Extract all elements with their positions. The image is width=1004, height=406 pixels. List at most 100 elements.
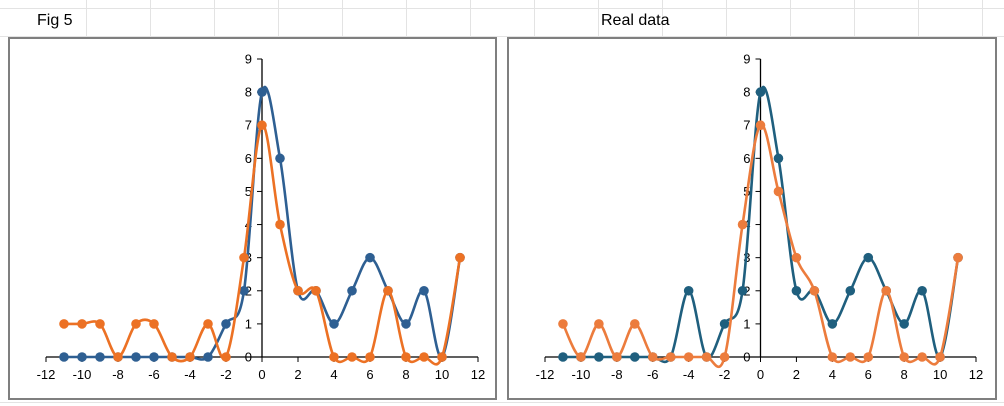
series-0-point — [401, 319, 411, 329]
series-0-point — [59, 352, 69, 362]
series-0-point — [275, 153, 285, 164]
series-0-point — [77, 352, 87, 362]
series-1-point — [365, 352, 375, 362]
series-1-point — [809, 285, 820, 296]
series-1-point — [167, 352, 177, 362]
y-tick-label: 0 — [743, 350, 750, 365]
x-tick-label: -10 — [572, 367, 591, 382]
series-1-point — [113, 352, 123, 362]
series-1-point — [185, 352, 195, 362]
series-0-point — [755, 87, 766, 97]
x-tick-label: 12 — [969, 367, 983, 382]
series-0-point — [239, 285, 249, 296]
series-1-point — [665, 352, 676, 362]
series-1-point — [576, 352, 586, 362]
series-0-point — [95, 352, 105, 362]
series-1-point — [311, 285, 321, 296]
series-1-point — [773, 186, 784, 197]
series-1-point — [401, 352, 411, 362]
series-1-point — [419, 352, 429, 362]
series-1-point — [257, 120, 267, 131]
x-tick-label: 10 — [933, 367, 947, 382]
chart-real-data[interactable]: -12-10-8-6-4-20246810120123456789 — [507, 37, 997, 400]
x-tick-label: -12 — [536, 367, 555, 382]
x-tick-label: 2 — [793, 367, 800, 382]
series-1-point — [203, 319, 213, 329]
y-tick-label: 8 — [743, 85, 750, 100]
series-1-point — [239, 252, 249, 263]
series-0-point — [863, 252, 874, 263]
chart-fig5-plot: -12-10-8-6-4-20246810120123456789 — [37, 52, 486, 383]
series-1-point — [437, 352, 447, 362]
series-1-point — [383, 285, 393, 296]
series-0-point — [257, 87, 267, 97]
series-0-point — [791, 285, 802, 296]
y-tick-label: 7 — [245, 118, 252, 133]
series-0-point — [629, 352, 640, 362]
series-0-point — [683, 285, 694, 296]
x-tick-label: 12 — [471, 367, 485, 382]
series-1-point — [275, 219, 285, 230]
x-tick-label: -6 — [148, 367, 160, 382]
series-1-point — [558, 319, 568, 329]
x-tick-label: 0 — [258, 367, 265, 382]
series-0-point — [419, 285, 429, 296]
series-1-point — [455, 252, 465, 263]
y-tick-label: 1 — [743, 316, 750, 331]
series-1-point — [863, 352, 874, 362]
x-tick-label: -6 — [647, 367, 659, 382]
x-tick-label: 0 — [757, 367, 764, 382]
series-1-point — [95, 319, 105, 329]
series-0-point — [845, 285, 856, 296]
y-tick-label: 0 — [245, 350, 252, 365]
series-0-point — [221, 319, 231, 329]
x-tick-label: -8 — [112, 367, 124, 382]
series-0-point — [203, 352, 213, 362]
series-1-point — [647, 352, 658, 362]
series-0-point — [827, 319, 838, 329]
x-tick-label: -12 — [37, 367, 56, 382]
series-1-point — [149, 319, 159, 329]
chart-real-data-plot: -12-10-8-6-4-20246810120123456789 — [536, 52, 984, 383]
series-1-point — [917, 352, 927, 362]
series-1-point — [935, 352, 945, 362]
y-tick-label: 6 — [245, 151, 252, 166]
x-tick-label: 4 — [829, 367, 836, 382]
cell-label-fig5[interactable]: Fig 5 — [37, 12, 73, 29]
x-tick-label: 4 — [330, 367, 337, 382]
x-tick-label: 2 — [294, 367, 301, 382]
x-tick-label: 8 — [901, 367, 908, 382]
chart-fig5[interactable]: -12-10-8-6-4-20246810120123456789 — [8, 37, 497, 400]
y-tick-label: 1 — [245, 316, 252, 331]
y-tick-label: 9 — [245, 52, 252, 67]
series-1-point — [329, 352, 339, 362]
series-1-point — [59, 319, 69, 329]
y-tick-label: 6 — [743, 151, 750, 166]
y-tick-label: 7 — [743, 118, 750, 133]
y-tick-label: 8 — [245, 85, 252, 100]
x-tick-label: -4 — [184, 367, 196, 382]
series-0-point — [594, 352, 604, 362]
x-tick-label: -8 — [611, 367, 623, 382]
x-tick-label: 6 — [366, 367, 373, 382]
series-0-point — [149, 352, 159, 362]
series-1-point — [827, 352, 838, 362]
series-1-point — [953, 252, 963, 263]
series-1-point — [293, 285, 303, 296]
cell-label-real-data[interactable]: Real data — [601, 12, 670, 29]
series-1-point — [612, 352, 622, 362]
x-tick-label: -2 — [220, 367, 232, 382]
series-0-point — [719, 319, 730, 329]
series-1-point — [221, 352, 231, 362]
series-1-point — [755, 120, 766, 131]
series-1-point — [594, 319, 604, 329]
series-1-point — [899, 352, 909, 362]
series-0-point — [558, 352, 568, 362]
series-0-point — [131, 352, 141, 362]
y-tick-label: 9 — [743, 52, 750, 67]
x-tick-label: 6 — [865, 367, 872, 382]
x-tick-label: 8 — [402, 367, 409, 382]
series-1-point — [719, 352, 730, 362]
x-tick-label: -2 — [719, 367, 731, 382]
